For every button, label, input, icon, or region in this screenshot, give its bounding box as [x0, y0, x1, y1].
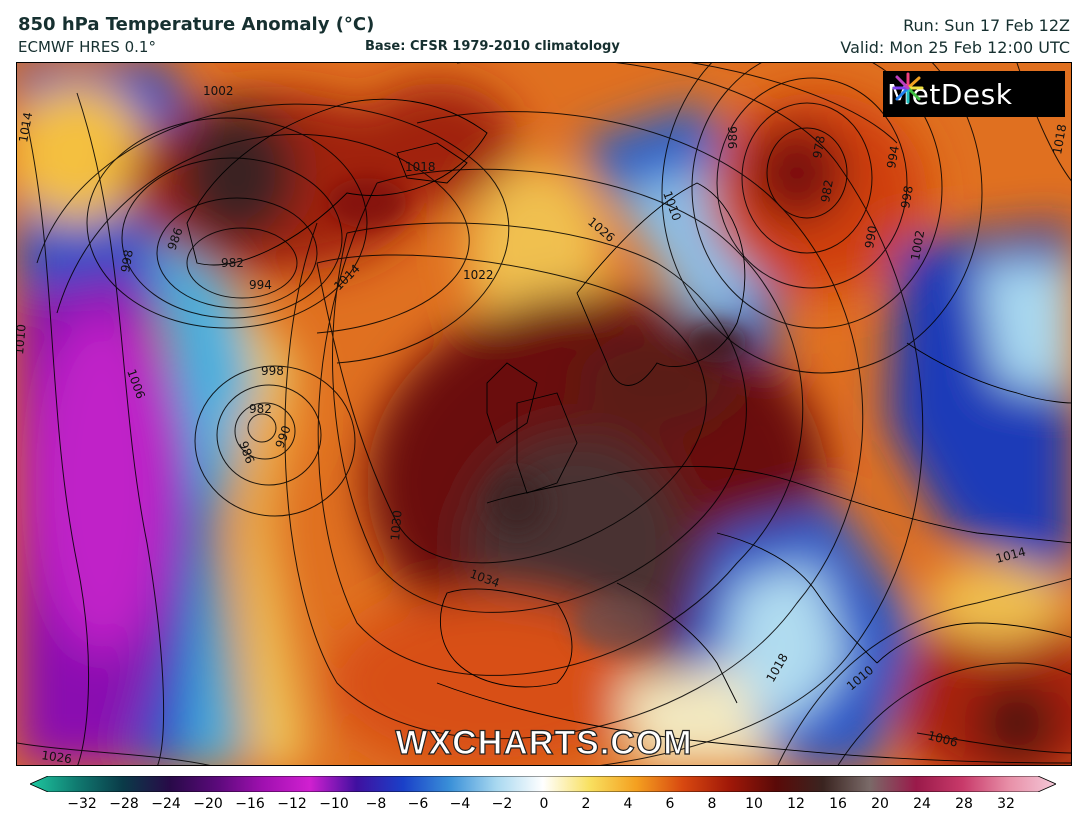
colorbar-tick-label: 32 — [997, 796, 1015, 812]
colorbar-tick-label: 16 — [829, 796, 847, 812]
isobar-label: 998 — [898, 185, 916, 210]
colorbar-tick-label: −28 — [109, 796, 139, 812]
isobar-label: 1002 — [203, 84, 234, 98]
colorbar-tick-label: 12 — [787, 796, 805, 812]
isobar-label: 998 — [261, 364, 284, 378]
isobar-label: 998 — [118, 249, 136, 274]
isobar-label: 982 — [818, 179, 836, 204]
colorbar-tick-label: −10 — [319, 796, 349, 812]
colorbar-tick-label: 8 — [707, 796, 717, 812]
isobar-label: 1018 — [405, 160, 436, 174]
colorbar-tick-label: 28 — [955, 796, 973, 812]
colorbar-tick-label: 0 — [539, 796, 549, 812]
colorbar-tick-label: 2 — [581, 796, 591, 812]
colorbar-tick-label: −16 — [235, 796, 265, 812]
map-canvas: 1002 1014 986 982 994 998 1018 1014 1022… — [17, 63, 1071, 766]
chart-title: 850 hPa Temperature Anomaly (°C) — [18, 14, 375, 35]
wxcharts-watermark: WXCHARTS.COM — [395, 723, 693, 762]
isobar-label: 1002 — [908, 229, 927, 262]
colorbar-tick-label: 20 — [871, 796, 889, 812]
run-time-label: Run: Sun 17 Feb 12Z — [903, 16, 1070, 35]
climatology-base-label: Base: CFSR 1979-2010 climatology — [365, 39, 620, 54]
isobar-label: 1026 — [41, 748, 73, 766]
valid-time-label: Valid: Mon 25 Feb 12:00 UTC — [840, 38, 1070, 57]
isobars — [17, 63, 1071, 765]
isobar-label: 982 — [221, 256, 244, 270]
isobar-label: 994 — [249, 278, 272, 292]
colorbar-tick-label: −4 — [449, 796, 471, 812]
isobar-label: 1014 — [17, 111, 35, 144]
colorbar-tick-label: 4 — [623, 796, 633, 812]
isobar-label: 982 — [249, 402, 272, 416]
colorbar-ticks: −32 −28 −24 −20 −16 −12 −10 −8 −6 −4 −2 0 2 4 6 8 10 12 16… — [0, 796, 1088, 820]
colorbar-tick-label: −6 — [407, 796, 429, 812]
colorbar-tick-label: 10 — [745, 796, 763, 812]
anomaly-field — [17, 63, 1071, 765]
model-label: ECMWF HRES 0.1° — [18, 38, 156, 56]
colorbar-tick-label: −24 — [151, 796, 181, 812]
colorbar-tick-label: 6 — [665, 796, 675, 812]
metdesk-logo: MetDesk — [883, 71, 1065, 117]
isobar-label: 1018 — [1050, 123, 1069, 156]
isobar-label: 978 — [810, 135, 828, 160]
anomaly-map[interactable]: 1002 1014 986 982 994 998 1018 1014 1022… — [16, 62, 1072, 766]
metdesk-logo-mark — [892, 72, 924, 104]
colorbar-tick-label: −20 — [193, 796, 223, 812]
colorbar-tick-label: −12 — [277, 796, 307, 812]
isobar-label: 1030 — [388, 510, 405, 542]
colorbar-fill — [30, 776, 1056, 792]
colorbar-tick-label: 24 — [913, 796, 931, 812]
colorbar-tick-label: −8 — [365, 796, 387, 812]
isobar-label: 990 — [862, 225, 880, 250]
colorbar-tick-label: −2 — [491, 796, 513, 812]
isobar-label: 986 — [726, 126, 740, 149]
coastlines — [186, 98, 1071, 764]
isobar-label: 994 — [884, 145, 902, 170]
isobar-label: 1010 — [17, 324, 29, 356]
colorbar-tick-label: −32 — [67, 796, 97, 812]
colorbar — [30, 776, 1056, 792]
isobar-label: 1022 — [463, 268, 494, 282]
